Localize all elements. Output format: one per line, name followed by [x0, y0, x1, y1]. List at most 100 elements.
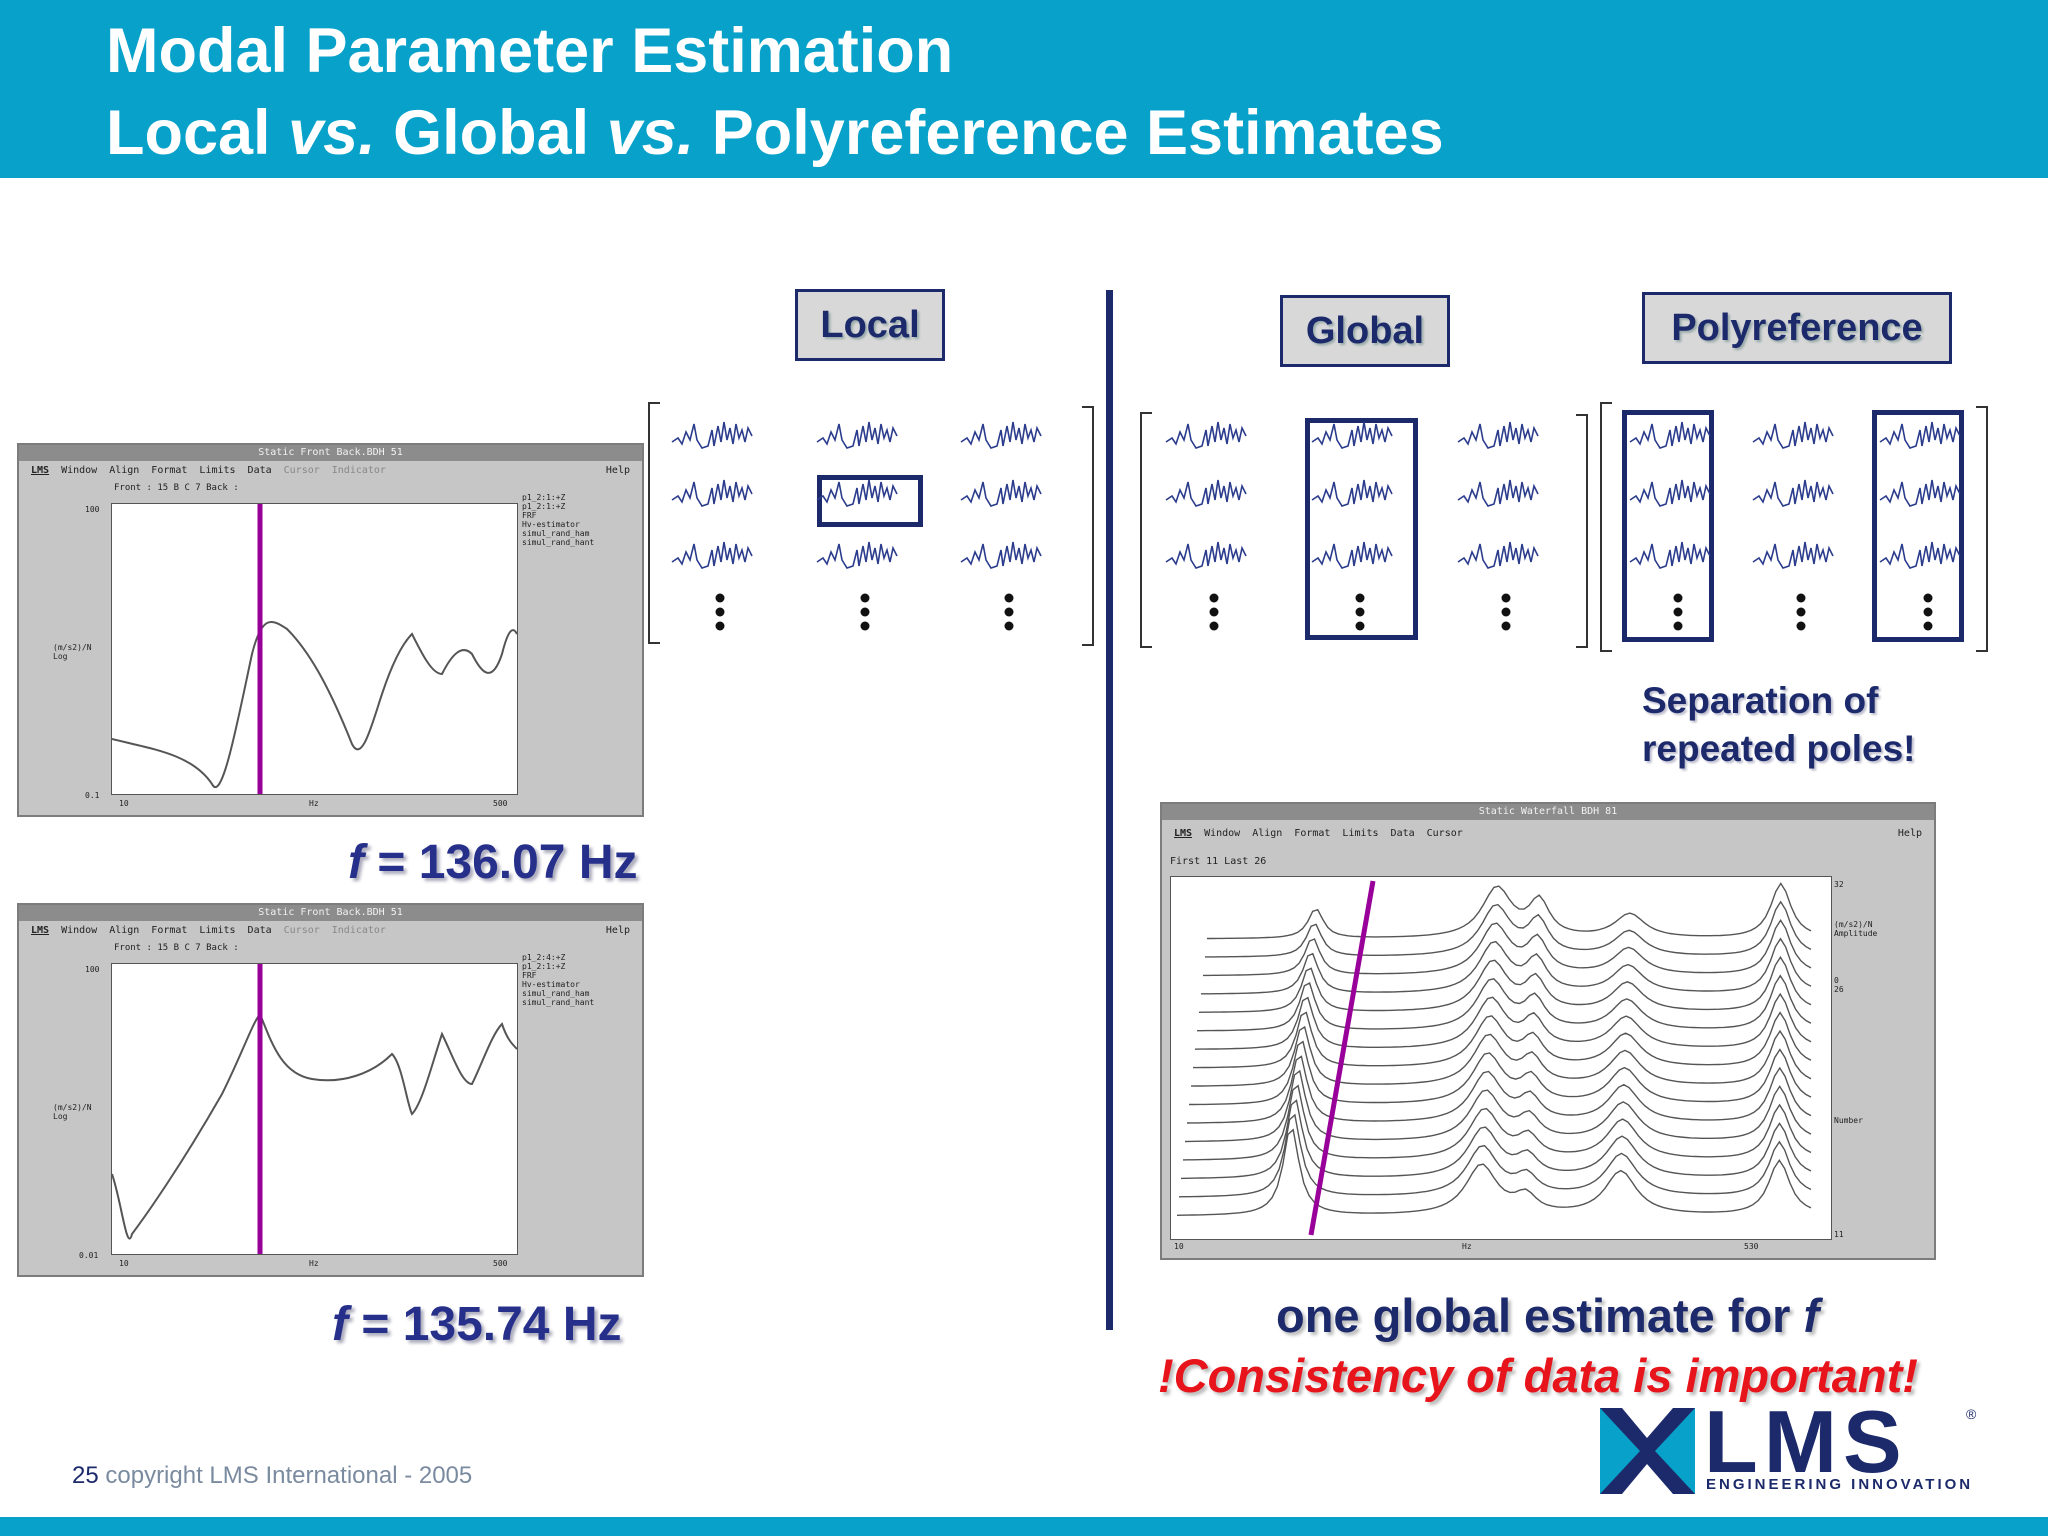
menu-align[interactable]: Align [109, 925, 140, 936]
ellipsis-dot [715, 607, 725, 617]
frequency-estimate-2: f = 135.74 Hz [332, 1298, 622, 1351]
frf-glyph [1879, 421, 1961, 449]
window3-r3: 0 26 [1834, 976, 1844, 994]
waterfall-trace [1184, 1069, 1812, 1143]
ellipsis-dot [1923, 607, 1933, 617]
menu-format[interactable]: Format [151, 465, 188, 476]
frf-glyph [1629, 421, 1711, 449]
waterfall-trace [1203, 918, 1812, 977]
page-number: 25 [72, 1462, 99, 1489]
global-bracket-left [1140, 412, 1152, 648]
window3-r4: Number [1834, 1116, 1863, 1125]
waterfall-window: Static Waterfall BDH 81 LMS Window Align Fo… [1160, 802, 1936, 1260]
window2-menu: LMS Window Align Format Limits Data Cursor Indi… [19, 923, 642, 939]
window1-subbar: Front : 15 B C 7 Back : [114, 483, 239, 493]
window1-title: Static Front Back.BDH 51 [19, 445, 642, 461]
window1-curve-svg [111, 504, 518, 794]
ellipsis-dot [1796, 593, 1806, 603]
window3-r1: 32 [1834, 880, 1844, 889]
window2-title: Static Front Back.BDH 51 [19, 905, 642, 921]
ellipsis-dot [1355, 621, 1365, 631]
menu-data[interactable]: Data [247, 465, 272, 476]
waterfall-trace [1186, 1055, 1812, 1124]
waterfall-trace [1201, 937, 1812, 995]
global-estimate-note: one global estimate for f [1276, 1289, 1820, 1342]
menu-data[interactable]: Data [1390, 828, 1415, 839]
slide-title-line2: Local vs. Global vs. Polyreference Estim… [106, 98, 1444, 168]
frf-glyph [960, 541, 1042, 569]
menu-align[interactable]: Align [109, 465, 140, 476]
window3-menu: LMS Window Align Format Limits Data Cursor [1162, 826, 1934, 842]
menu-data[interactable]: Data [247, 925, 272, 936]
lms-logo-mark-icon [1600, 1408, 1695, 1494]
window3-xmax: 530 [1744, 1242, 1759, 1251]
ellipsis-dot [1209, 593, 1219, 603]
window3-subbar: First 11 Last 26 [1170, 856, 1267, 867]
waterfall-trace [1180, 1099, 1812, 1180]
frf-glyph [1311, 541, 1393, 569]
window1-ylabel: (m/s2)/N Log [53, 643, 92, 661]
waterfall-trace [1207, 882, 1812, 940]
window1-plot [111, 503, 518, 795]
frf-glyph [1311, 421, 1393, 449]
menu-window[interactable]: Window [61, 925, 98, 936]
frf-glyph [1752, 421, 1834, 449]
menu-window[interactable]: Window [61, 465, 98, 476]
menu-indicator[interactable]: Indicator [331, 465, 386, 476]
window1-help[interactable]: Help [605, 465, 630, 476]
ellipsis-dot [1796, 621, 1806, 631]
window1-xmax: 500 [493, 799, 508, 808]
window3-help[interactable]: Help [1897, 828, 1922, 839]
label-local: Local [795, 289, 945, 361]
poly-highlight-column-2 [1872, 410, 1964, 642]
menu-indicator[interactable]: Indicator [331, 925, 386, 936]
menu-limits[interactable]: Limits [199, 925, 236, 936]
title-band [0, 0, 2048, 178]
poly-bracket-right [1976, 406, 1988, 652]
menu-format[interactable]: Format [1294, 828, 1331, 839]
menu-align[interactable]: Align [1252, 828, 1283, 839]
window2-xunit: Hz [309, 1259, 319, 1268]
menu-cursor[interactable]: Cursor [283, 925, 320, 936]
lms-menu-logo: LMS [31, 465, 50, 476]
waterfall-trace [1182, 1084, 1812, 1161]
global-bracket-right [1576, 414, 1588, 648]
window3-xmin: 10 [1174, 1242, 1184, 1251]
window2-help[interactable]: Help [605, 925, 630, 936]
window2-legend: p1_2:4:+Z p1_2:1:+Z FRF Hv-estimator sim… [522, 953, 595, 1007]
frf-glyph [1457, 421, 1539, 449]
menu-window[interactable]: Window [1204, 828, 1241, 839]
window2-ylabel: (m/s2)/N Log [53, 1103, 92, 1121]
ellipsis-dot [1355, 593, 1365, 603]
frf-glyph [1752, 541, 1834, 569]
ellipsis-dot [1004, 621, 1014, 631]
menu-limits[interactable]: Limits [199, 465, 236, 476]
separation-line2: repeated poles! [1642, 728, 1916, 769]
ellipsis-dot [1501, 593, 1511, 603]
frf-glyph [1165, 479, 1247, 507]
frf-glyph [1752, 479, 1834, 507]
ellipsis-dot [1209, 607, 1219, 617]
frf-glyph [816, 479, 898, 507]
menu-cursor[interactable]: Cursor [1426, 828, 1463, 839]
frf-glyph [1165, 421, 1247, 449]
lms-menu-logo: LMS [31, 925, 50, 936]
waterfall-trace [1198, 955, 1812, 1013]
menu-limits[interactable]: Limits [1342, 828, 1379, 839]
frf-glyph [1879, 541, 1961, 569]
waterfall-svg [1176, 880, 1812, 1236]
menu-format[interactable]: Format [151, 925, 188, 936]
label-polyreference: Polyreference [1642, 292, 1952, 364]
frf-glyph [816, 541, 898, 569]
frf-glyph [671, 541, 753, 569]
lms-logo-tagline: ENGINEERING INNOVATION [1706, 1476, 1974, 1493]
waterfall-trace [1190, 1025, 1812, 1087]
window1-xunit: Hz [309, 799, 319, 808]
frf-glyph [1311, 479, 1393, 507]
ellipsis-dot [1923, 593, 1933, 603]
ellipsis-dot [1923, 621, 1933, 631]
menu-cursor[interactable]: Cursor [283, 465, 320, 476]
waterfall-trace [1197, 974, 1812, 1032]
divider-line [1106, 290, 1113, 1330]
